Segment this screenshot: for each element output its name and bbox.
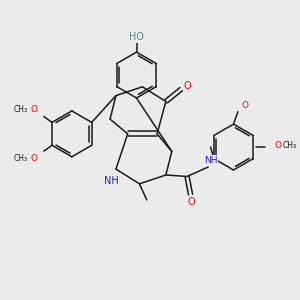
- Text: O: O: [274, 141, 281, 150]
- Text: O: O: [241, 100, 248, 109]
- Text: O: O: [184, 81, 191, 91]
- Text: NH: NH: [104, 176, 119, 186]
- Text: O: O: [30, 154, 37, 163]
- Text: CH₃: CH₃: [14, 154, 28, 163]
- Text: O: O: [30, 105, 37, 114]
- Text: HO: HO: [129, 32, 144, 42]
- Text: CH₃: CH₃: [14, 105, 28, 114]
- Text: CH₃: CH₃: [282, 141, 296, 150]
- Text: O: O: [188, 197, 195, 207]
- Text: NH: NH: [204, 156, 217, 165]
